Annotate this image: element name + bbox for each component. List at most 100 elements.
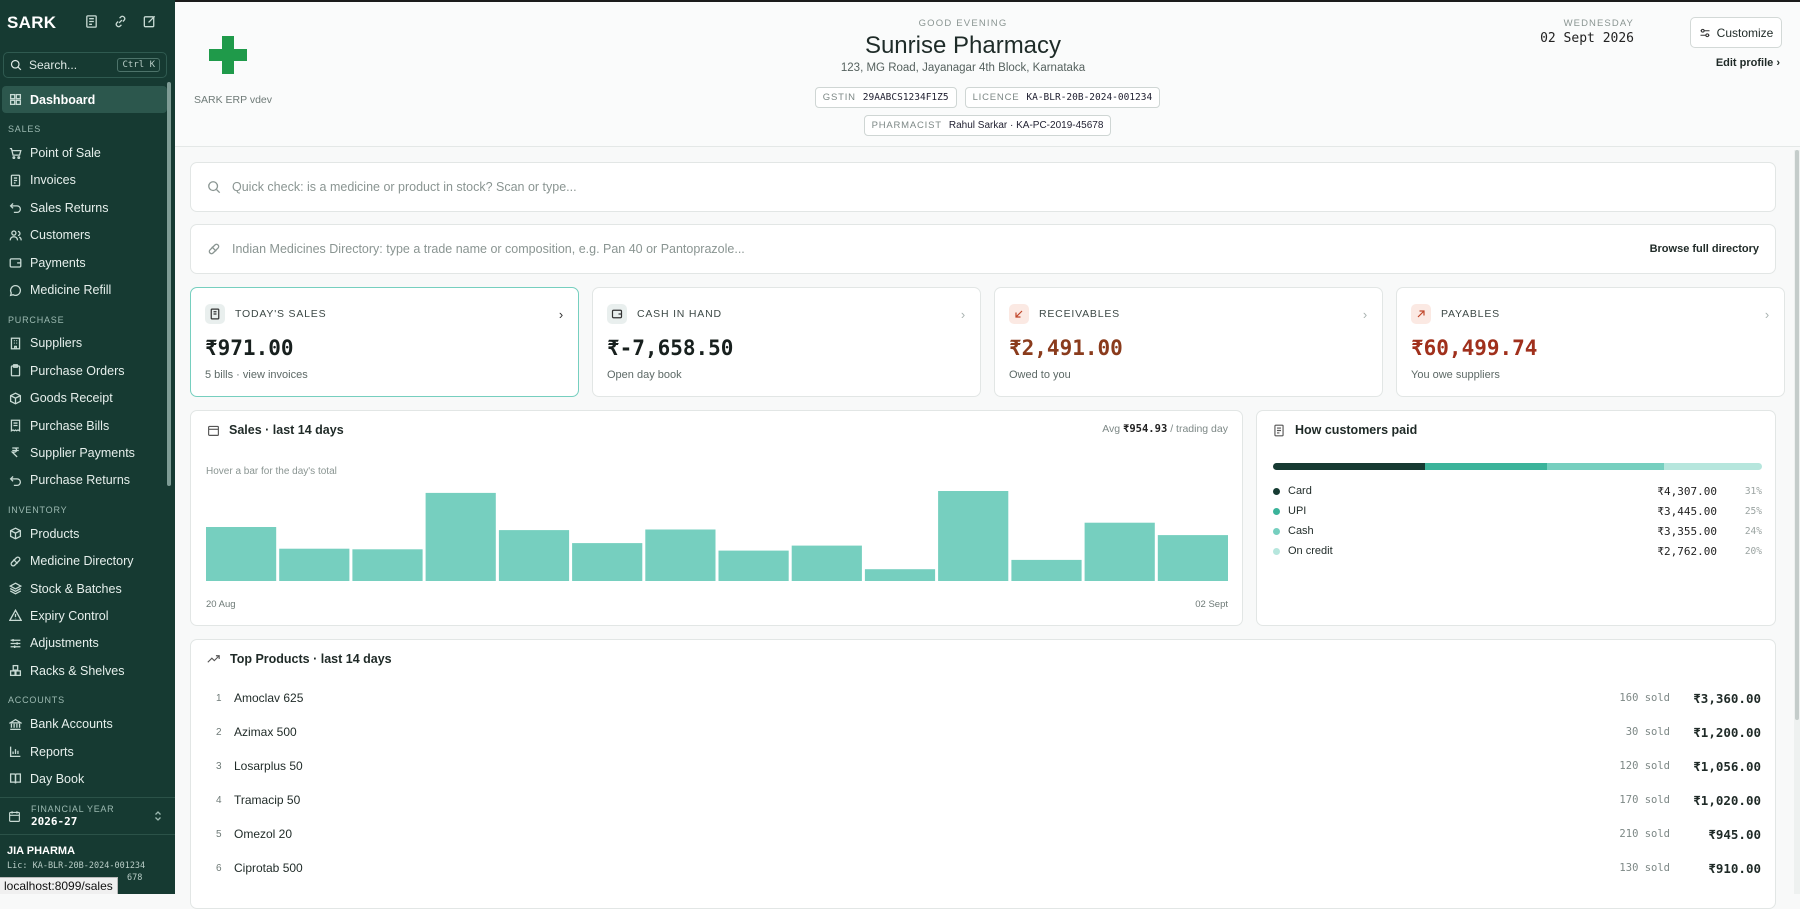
top-products-title: Top Products · last 14 days bbox=[230, 652, 392, 666]
brand-logo[interactable]: SARK bbox=[7, 13, 57, 32]
product-sold: 170 sold bbox=[1619, 794, 1670, 806]
medicine-directory-search[interactable]: Indian Medicines Directory: type a trade… bbox=[190, 224, 1776, 274]
payment-method: On credit bbox=[1288, 545, 1333, 557]
product-value: ₹945.00 bbox=[1708, 826, 1761, 842]
sales-bar[interactable] bbox=[352, 549, 423, 581]
stat-subtitle: 5 bills · view invoices bbox=[205, 369, 308, 381]
sidebar-item-label: Purchase Orders bbox=[30, 363, 125, 378]
sidebar-item-products[interactable]: Products bbox=[0, 520, 170, 547]
stat-card-payables[interactable]: PAYABLES › ₹60,499.74 You owe suppliers bbox=[1396, 287, 1785, 397]
product-row[interactable]: 3 Losarplus 50 120 sold ₹1,056.00 bbox=[191, 749, 1775, 783]
product-row[interactable]: 1 Amoclav 625 160 sold ₹3,360.00 bbox=[191, 681, 1775, 715]
nav-section-title: SALES bbox=[8, 124, 42, 135]
legend-dot bbox=[1273, 507, 1280, 515]
chevron-right-icon: › bbox=[1362, 306, 1368, 322]
edit-profile-link[interactable]: Edit profile › bbox=[1716, 57, 1780, 69]
greeting: GOOD EVENING bbox=[918, 18, 1008, 29]
payment-share-bar bbox=[1273, 463, 1762, 470]
sidebar-item-medicine-refill[interactable]: Medicine Refill bbox=[0, 276, 170, 303]
legend-dot bbox=[1273, 487, 1280, 495]
sidebar-item-medicine-directory[interactable]: Medicine Directory bbox=[0, 547, 170, 574]
product-row[interactable]: 6 Ciprotab 500 130 sold ₹910.00 bbox=[191, 851, 1775, 885]
product-row[interactable]: 4 Tramacip 50 170 sold ₹1,020.00 bbox=[191, 783, 1775, 817]
customize-button[interactable]: Customize bbox=[1690, 17, 1782, 48]
stat-card-cash-in-hand[interactable]: CASH IN HAND › ₹-7,658.50 Open day book bbox=[592, 287, 981, 397]
building-icon bbox=[10, 337, 21, 350]
org-extra: 678 bbox=[127, 873, 143, 883]
main-content: SARK ERP vdev GOOD EVENING Sunrise Pharm… bbox=[175, 0, 1800, 909]
payments-title: How customers paid bbox=[1295, 423, 1418, 437]
sidebar-item-label: Bank Accounts bbox=[30, 717, 113, 732]
sales-bar[interactable] bbox=[425, 492, 496, 581]
sales-bar[interactable] bbox=[572, 543, 643, 581]
sidebar-item-invoices[interactable]: Invoices bbox=[0, 167, 170, 194]
sales-bar[interactable] bbox=[791, 545, 862, 581]
top-products-card: Top Products · last 14 days 1 Amoclav 62… bbox=[190, 639, 1776, 909]
sidebar-item-sales-returns[interactable]: Sales Returns bbox=[0, 194, 170, 221]
product-sold: 130 sold bbox=[1619, 862, 1670, 874]
payment-share-segment bbox=[1664, 463, 1762, 470]
sidebar-item-label: Suppliers bbox=[30, 336, 83, 351]
link-icon[interactable] bbox=[113, 14, 128, 29]
product-row[interactable]: 5 Omezol 20 210 sold ₹945.00 bbox=[191, 817, 1775, 851]
stat-label: TODAY'S SALES bbox=[235, 308, 327, 320]
sidebar-item-dashboard[interactable]: Dashboard bbox=[2, 86, 167, 114]
stat-card-today-s-sales[interactable]: TODAY'S SALES › ₹971.00 5 bills · view i… bbox=[190, 287, 579, 397]
sidebar-item-stock-batches[interactable]: Stock & Batches bbox=[0, 575, 170, 602]
pharmacist-chip: PHARMACIST Rahul Sarkar · KA-PC-2019-4567… bbox=[863, 115, 1112, 136]
arrow-down-left-icon bbox=[1009, 304, 1029, 324]
quick-check-search[interactable]: Quick check: is a medicine or product in… bbox=[190, 162, 1776, 212]
sales-bar-chart[interactable] bbox=[206, 491, 1228, 591]
sidebar-item-suppliers[interactable]: Suppliers bbox=[0, 330, 170, 357]
sidebar-item-purchase-returns[interactable]: Purchase Returns bbox=[0, 467, 170, 494]
product-value: ₹1,056.00 bbox=[1693, 758, 1761, 774]
sidebar-item-customers[interactable]: Customers bbox=[0, 222, 170, 249]
sales-bar[interactable] bbox=[645, 529, 716, 582]
stat-card-receivables[interactable]: RECEIVABLES › ₹2,491.00 Owed to you bbox=[994, 287, 1383, 397]
dashboard-icon bbox=[9, 94, 22, 106]
sales-bar[interactable] bbox=[206, 527, 277, 581]
sidebar-item-supplier-payments[interactable]: Supplier Payments bbox=[0, 439, 170, 466]
payment-legend-row: Card ₹4,307.00 31% bbox=[1273, 481, 1762, 501]
sidebar-item-adjustments[interactable]: Adjustments bbox=[0, 630, 170, 657]
product-sold: 160 sold bbox=[1619, 692, 1670, 704]
product-row[interactable]: 2 Azimax 500 30 sold ₹1,200.00 bbox=[191, 715, 1775, 749]
payment-legend-row: UPI ₹3,445.00 25% bbox=[1273, 501, 1762, 521]
sidebar-item-purchase-bills[interactable]: Purchase Bills bbox=[0, 412, 170, 439]
sidebar-item-day-book[interactable]: Day Book bbox=[0, 765, 170, 792]
sidebar-item-label: Supplier Payments bbox=[30, 445, 135, 460]
browse-directory-link[interactable]: Browse full directory bbox=[1649, 243, 1759, 255]
sidebar-item-payments[interactable]: Payments bbox=[0, 249, 170, 276]
pill-icon bbox=[208, 243, 220, 255]
sidebar-item-purchase-orders[interactable]: Purchase Orders bbox=[0, 357, 170, 384]
sidebar-search[interactable]: Search... Ctrl K bbox=[3, 52, 167, 78]
pharmacist-chip-row: PHARMACIST Rahul Sarkar · KA-PC-2019-4567… bbox=[175, 115, 1800, 136]
sidebar-item-reports[interactable]: Reports bbox=[0, 738, 170, 765]
sales-bar[interactable] bbox=[1084, 522, 1155, 581]
sales-bar[interactable] bbox=[1157, 535, 1228, 581]
sales-bar[interactable] bbox=[718, 550, 789, 581]
sidebar-item-point-of-sale[interactable]: Point of Sale bbox=[0, 139, 170, 166]
sidebar-item-bank-accounts[interactable]: Bank Accounts bbox=[0, 710, 170, 737]
sales-bar[interactable] bbox=[938, 491, 1009, 581]
product-value: ₹1,200.00 bbox=[1693, 724, 1761, 740]
sales-bar[interactable] bbox=[864, 569, 936, 581]
notes-icon[interactable] bbox=[84, 14, 99, 29]
stat-amount: ₹2,491.00 bbox=[1009, 336, 1123, 360]
financial-year-selector[interactable]: FINANCIAL YEAR 2026-27 bbox=[0, 797, 175, 835]
sidebar-item-goods-receipt[interactable]: Goods Receipt bbox=[0, 385, 170, 412]
payment-method: Card bbox=[1288, 485, 1312, 497]
payment-method: Cash bbox=[1288, 525, 1314, 537]
main-scrollbar[interactable] bbox=[1794, 150, 1800, 894]
edit-profile-label: Edit profile bbox=[1715, 57, 1774, 69]
sales-bar[interactable] bbox=[279, 548, 350, 581]
edit-icon[interactable] bbox=[142, 14, 157, 29]
sidebar-scrollbar[interactable] bbox=[167, 82, 171, 486]
payment-percent: 31% bbox=[1744, 485, 1762, 497]
sales-bar[interactable] bbox=[1011, 559, 1082, 581]
sidebar-item-racks-shelves[interactable]: Racks & Shelves bbox=[0, 657, 170, 684]
sidebar-item-expiry-control[interactable]: Expiry Control bbox=[0, 602, 170, 629]
sidebar-item-label: Racks & Shelves bbox=[30, 663, 125, 678]
stat-subtitle: You owe suppliers bbox=[1411, 369, 1500, 381]
sales-bar[interactable] bbox=[498, 530, 570, 581]
